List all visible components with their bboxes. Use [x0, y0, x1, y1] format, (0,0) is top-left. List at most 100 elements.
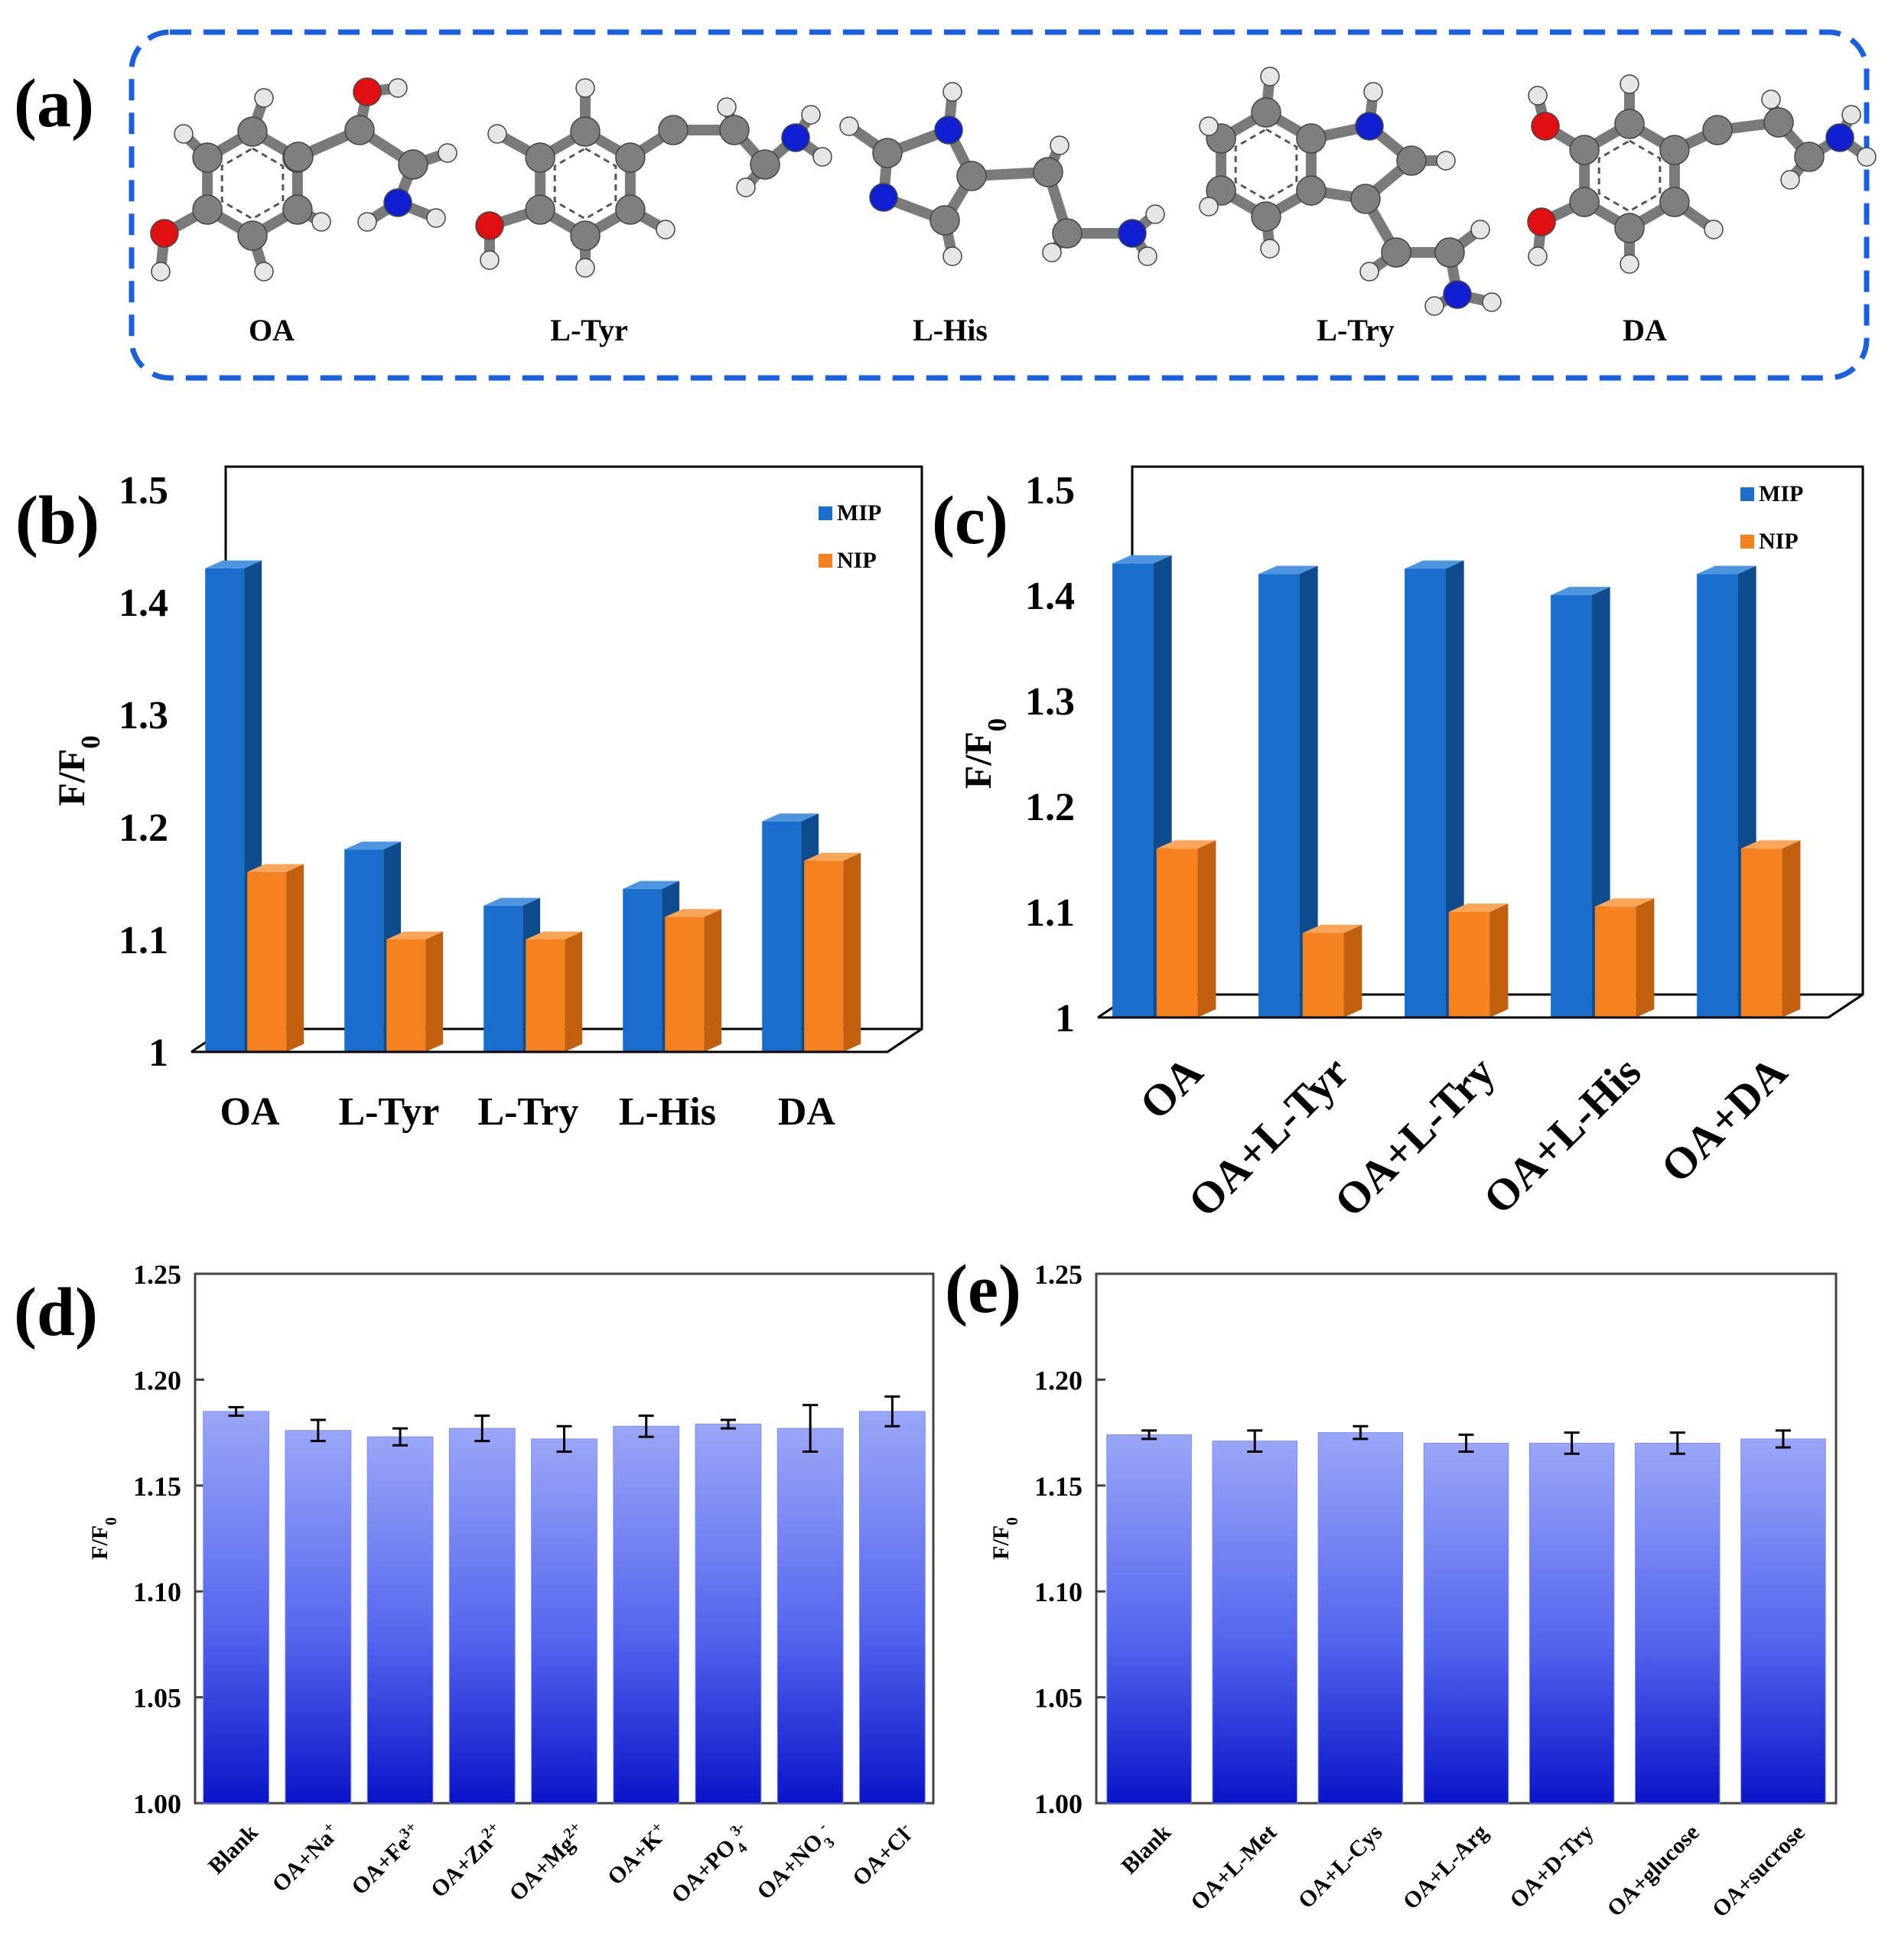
bar	[448, 1428, 516, 1804]
x-tick-sup: -	[815, 1818, 830, 1834]
atom-C	[872, 138, 903, 168]
legend-label-mip: MIP	[837, 500, 881, 526]
bar	[859, 1411, 926, 1804]
atom-N	[781, 123, 810, 152]
bar-nip	[526, 939, 565, 1052]
atom-C	[1659, 187, 1690, 217]
atom-C	[1569, 135, 1600, 165]
bar-nip	[804, 861, 844, 1052]
y-tick-label: 1.25	[1034, 1259, 1082, 1290]
x-tick-label: OA+L-Arg	[1398, 1820, 1493, 1915]
atom-H	[174, 124, 194, 144]
x-tick-label: OA+Mg2+	[503, 1818, 591, 1906]
atom-H	[812, 147, 832, 167]
legend-label-nip: NIP	[1759, 529, 1799, 554]
molecule-label: L-Try	[1317, 313, 1394, 347]
molecule-da: DA	[1527, 74, 1877, 347]
atom-C	[344, 115, 375, 145]
bar	[1317, 1432, 1404, 1804]
chart-e: 1.00 1.05 1.10 1.15 1.20 1.25 F/F0 Blank OA+L-Me…	[988, 1259, 1838, 1923]
bar-top-nip	[1594, 898, 1655, 907]
bar-side-nip	[425, 931, 444, 1052]
x-tick-label: OA+sucrose	[1708, 1820, 1810, 1923]
bar-side-nip	[1197, 840, 1216, 1017]
y-axis-label-text: F/F0	[50, 735, 106, 806]
atom-H	[1199, 116, 1219, 136]
atom-H	[357, 212, 377, 232]
bar	[1423, 1442, 1509, 1804]
atom-C	[1350, 184, 1381, 214]
y-tick-label: 1.4	[119, 581, 168, 625]
atom-C	[1794, 142, 1825, 172]
atom-H	[438, 143, 457, 163]
bar-top-mip	[1697, 565, 1756, 575]
y-tick-label: 1.20	[133, 1365, 181, 1395]
atom-N	[1825, 123, 1854, 152]
bar-top-nip	[665, 909, 722, 917]
atom-H	[1260, 239, 1280, 259]
x-tick-label: OA+L-Try	[1325, 1047, 1505, 1226]
atom-H	[1528, 86, 1548, 106]
x-tick-label: OA+Zn2+	[425, 1818, 509, 1903]
x-tick-base: Blank	[1116, 1819, 1176, 1879]
y-axis-label-main: F/F	[988, 1525, 1014, 1560]
atom-H	[1482, 292, 1502, 312]
bar-mip	[344, 849, 384, 1052]
atom-H	[1042, 243, 1062, 262]
x-tick-label: OA+DA	[1651, 1047, 1796, 1192]
y-axis-label: F/F0	[87, 1517, 120, 1560]
y-tick-label: 1.10	[133, 1577, 181, 1607]
atom-C	[658, 115, 689, 145]
atom-H	[942, 82, 962, 102]
atom-H	[801, 105, 821, 125]
bar-top-mip	[483, 897, 541, 906]
atom-C	[192, 194, 223, 225]
atom-C	[1614, 109, 1645, 139]
y-tick-label: 1	[148, 1031, 168, 1075]
atom-N	[383, 188, 412, 217]
y-tick-label: 1.4	[1025, 575, 1075, 618]
floor-right-edge	[887, 1027, 923, 1053]
atom-C	[1296, 123, 1327, 154]
atom-H	[1363, 82, 1383, 102]
molecule-label: L-Tyr	[550, 313, 627, 347]
aromatic-ring	[1234, 128, 1298, 201]
molecule-l-his: L-His	[839, 82, 1165, 347]
x-tick-base: OA+L-Arg	[1398, 1820, 1493, 1915]
bar-side-nip	[1489, 903, 1509, 1017]
y-axis-label-main: F/F	[50, 749, 93, 806]
x-tick-base: OA+Mg	[504, 1831, 579, 1906]
x-tick-base: OA+L-Met	[1186, 1820, 1281, 1916]
atom-H	[839, 116, 859, 136]
atom-H	[480, 250, 500, 270]
atom-O	[353, 77, 382, 106]
atom-H	[1528, 246, 1548, 266]
bar-mip	[1697, 574, 1738, 1017]
bar-mip	[762, 821, 802, 1052]
bar-mip	[1258, 574, 1300, 1017]
x-tick-label: OA+D-Try	[1505, 1820, 1598, 1913]
atom-H	[1780, 170, 1800, 190]
y-axis-label-text: F/F0	[87, 1517, 120, 1560]
atom-C	[1569, 187, 1600, 217]
atom-H	[254, 262, 274, 282]
atom-C	[615, 194, 646, 225]
y-tick-label: 1.1	[119, 919, 168, 962]
panel-label-a: (a)	[14, 66, 94, 142]
atom-C	[525, 142, 555, 173]
bar-nip	[1594, 907, 1636, 1017]
bar	[776, 1428, 844, 1804]
bar-nip	[1740, 848, 1782, 1017]
atom-O	[475, 211, 504, 240]
bar-nip	[386, 939, 426, 1052]
bar	[285, 1430, 352, 1804]
molecule-box	[129, 29, 1870, 381]
x-tick-base: OA+D-Try	[1505, 1820, 1598, 1913]
y-tick-label: 1.25	[133, 1259, 181, 1290]
x-tick-label: OA+L-Cys	[1294, 1820, 1388, 1914]
atom-H	[254, 88, 274, 108]
bar-mip	[1405, 568, 1446, 1017]
panel-label-d: (d)	[14, 1275, 98, 1350]
atom-N	[934, 116, 963, 145]
